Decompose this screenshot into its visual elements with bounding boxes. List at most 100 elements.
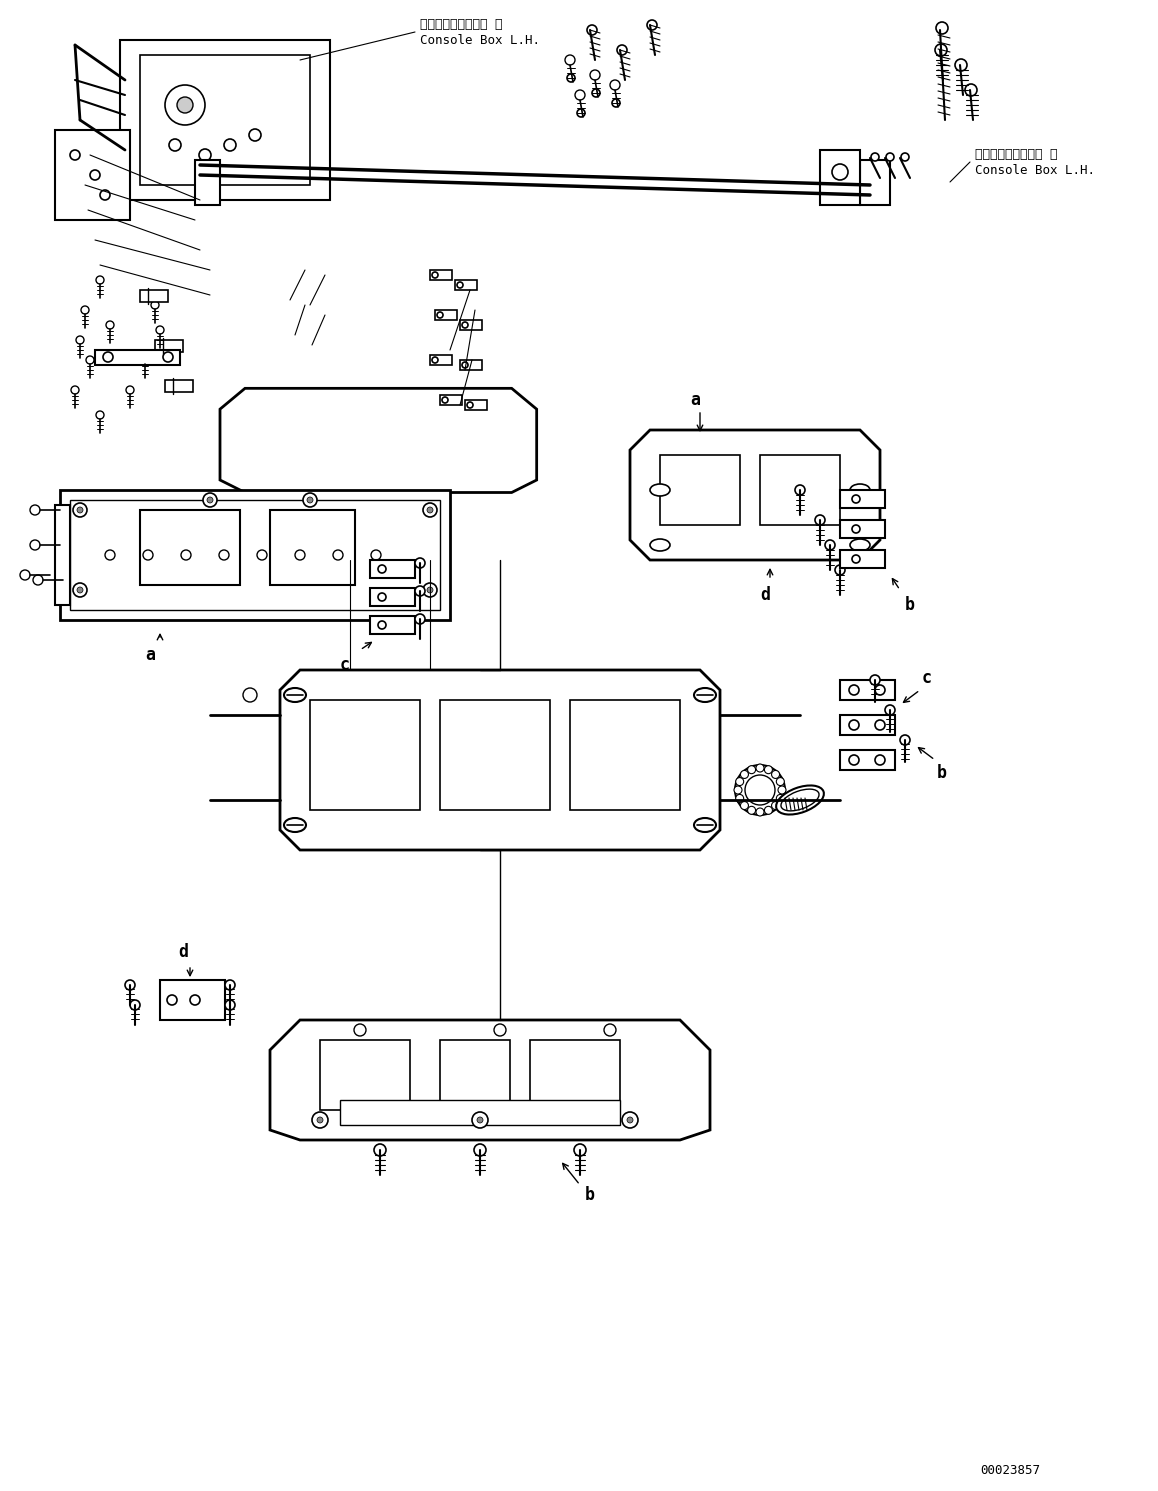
Bar — [140, 510, 240, 584]
Circle shape — [771, 771, 779, 778]
Polygon shape — [120, 40, 330, 200]
Circle shape — [567, 75, 576, 82]
Circle shape — [565, 55, 576, 66]
Circle shape — [219, 550, 229, 561]
Circle shape — [354, 1024, 366, 1036]
Circle shape — [875, 720, 885, 731]
Text: Console Box L.H.: Console Box L.H. — [975, 164, 1095, 176]
Circle shape — [203, 494, 217, 507]
Circle shape — [442, 397, 448, 403]
Bar — [840, 550, 885, 568]
Bar — [530, 1041, 620, 1109]
Bar — [460, 321, 482, 330]
Circle shape — [462, 362, 468, 368]
Circle shape — [871, 154, 879, 161]
Ellipse shape — [694, 687, 716, 702]
Bar — [371, 587, 415, 605]
Bar — [310, 699, 420, 810]
Circle shape — [257, 550, 267, 561]
Bar — [860, 160, 891, 204]
Circle shape — [151, 301, 159, 309]
Circle shape — [76, 335, 85, 344]
Bar — [440, 1041, 510, 1109]
Bar — [340, 1100, 620, 1126]
Circle shape — [312, 1112, 328, 1129]
Circle shape — [415, 614, 425, 625]
Circle shape — [611, 98, 620, 107]
Ellipse shape — [694, 819, 716, 832]
Circle shape — [735, 795, 743, 802]
Bar — [140, 291, 168, 303]
Circle shape — [771, 802, 779, 810]
Bar — [430, 270, 452, 280]
Circle shape — [824, 540, 835, 550]
Bar — [60, 491, 450, 620]
Circle shape — [437, 312, 444, 318]
Bar — [820, 151, 860, 204]
Circle shape — [169, 139, 181, 151]
Circle shape — [955, 60, 967, 72]
Circle shape — [164, 85, 205, 125]
Circle shape — [604, 1024, 616, 1036]
Circle shape — [71, 386, 79, 394]
Bar — [155, 340, 183, 352]
Ellipse shape — [850, 485, 870, 497]
Bar — [160, 980, 225, 1020]
Circle shape — [835, 565, 845, 576]
Bar — [54, 130, 130, 221]
Circle shape — [587, 25, 598, 34]
Circle shape — [589, 70, 600, 81]
Bar — [95, 350, 179, 365]
Circle shape — [735, 778, 743, 786]
Bar — [660, 455, 740, 525]
Circle shape — [199, 149, 211, 161]
Polygon shape — [220, 388, 536, 492]
Circle shape — [190, 994, 200, 1005]
Circle shape — [748, 766, 755, 774]
Circle shape — [477, 1117, 483, 1123]
Bar — [140, 55, 310, 185]
Circle shape — [576, 89, 585, 100]
Bar — [460, 359, 482, 370]
Bar — [466, 400, 488, 410]
Circle shape — [574, 1144, 586, 1156]
Ellipse shape — [780, 789, 819, 811]
Circle shape — [374, 1144, 386, 1156]
Circle shape — [76, 587, 83, 593]
Circle shape — [796, 485, 805, 495]
Circle shape — [815, 514, 824, 525]
Circle shape — [126, 386, 134, 394]
Bar — [840, 680, 895, 699]
Circle shape — [378, 620, 386, 629]
Bar — [570, 699, 680, 810]
Circle shape — [764, 766, 772, 774]
Circle shape — [901, 154, 909, 161]
Circle shape — [849, 720, 859, 731]
Ellipse shape — [650, 540, 670, 552]
Circle shape — [141, 356, 149, 364]
Circle shape — [81, 306, 89, 315]
Circle shape — [225, 1000, 235, 1009]
Text: d: d — [760, 586, 770, 604]
Circle shape — [105, 550, 115, 561]
Circle shape — [73, 502, 87, 517]
Bar — [440, 395, 462, 406]
Circle shape — [378, 565, 386, 573]
Circle shape — [295, 550, 305, 561]
Circle shape — [885, 705, 895, 716]
Bar — [371, 616, 415, 634]
Circle shape — [875, 684, 885, 695]
Circle shape — [76, 507, 83, 513]
Text: b: b — [585, 1185, 595, 1205]
Circle shape — [30, 540, 41, 550]
Circle shape — [900, 735, 910, 746]
Ellipse shape — [284, 819, 306, 832]
Circle shape — [748, 807, 755, 814]
Bar — [440, 699, 550, 810]
Text: Console Box L.H.: Console Box L.H. — [420, 33, 540, 46]
Circle shape — [870, 675, 880, 684]
Text: b: b — [937, 763, 947, 781]
Circle shape — [107, 321, 113, 330]
Circle shape — [831, 164, 848, 180]
Circle shape — [432, 271, 438, 277]
